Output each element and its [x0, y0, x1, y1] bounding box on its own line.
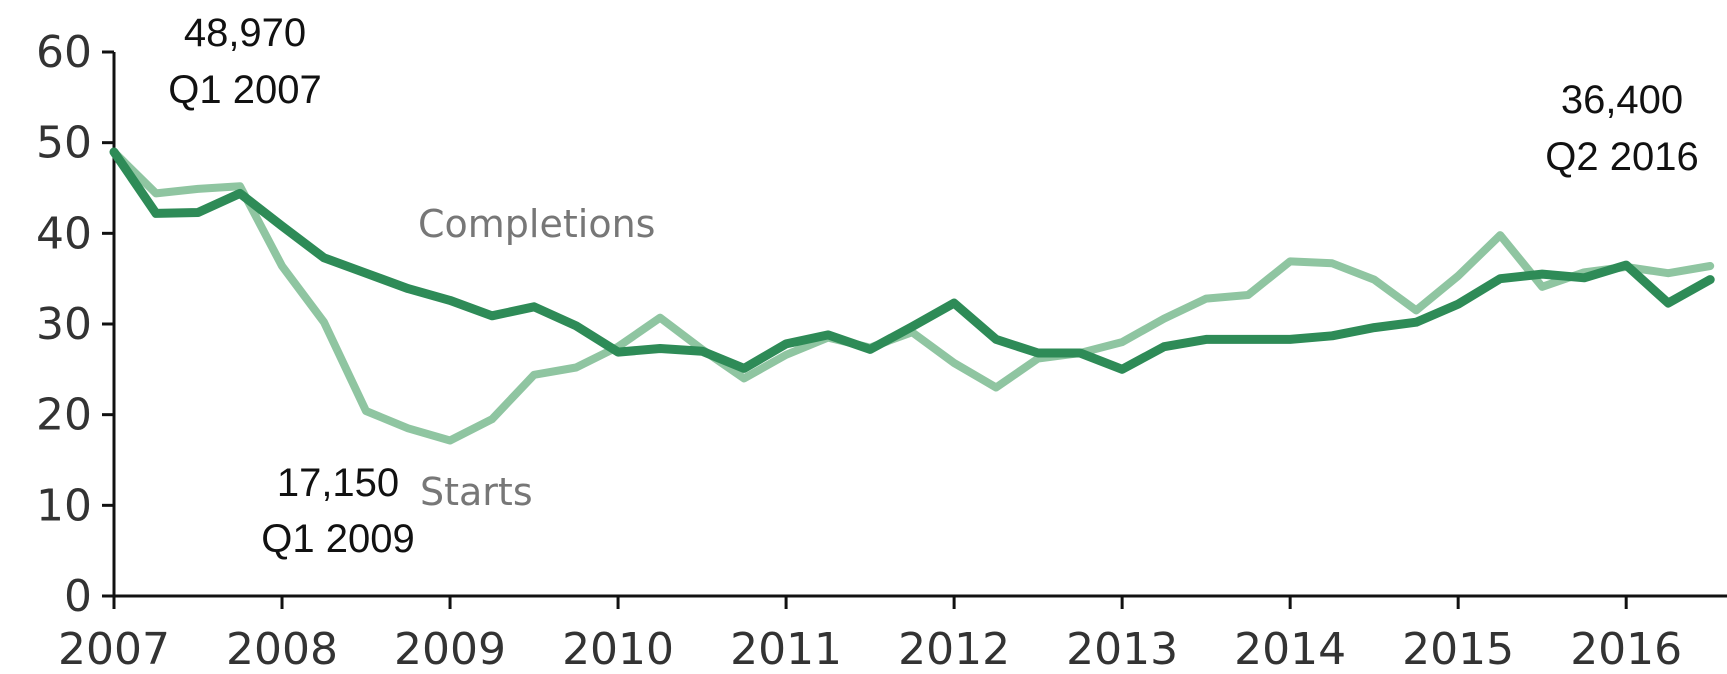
- y-tick-label: 10: [36, 480, 92, 531]
- annotation-q1-2009-period: Q1 2009: [261, 517, 414, 561]
- x-tick-label: 2012: [898, 624, 1010, 674]
- annotation-q2-2016-period: Q2 2016: [1545, 135, 1698, 179]
- annotation-q1-2009-value: 17,150: [277, 461, 399, 505]
- x-tick-label: 2009: [394, 624, 506, 674]
- x-tick-label: 2007: [58, 624, 170, 674]
- y-ticks: 0 10 20 30 40 50 60: [36, 27, 114, 622]
- y-tick-label: 0: [64, 571, 92, 622]
- x-tick-label: 2014: [1234, 624, 1346, 674]
- x-tick-label: 2015: [1402, 624, 1514, 674]
- annotation-q1-2007-period: Q1 2007: [168, 68, 321, 112]
- series-lines: [109, 147, 1715, 445]
- x-tick-label: 2016: [1570, 624, 1682, 674]
- series-line-completions: [109, 147, 1715, 374]
- y-tick-label: 40: [36, 208, 92, 259]
- x-tick-label: 2011: [730, 624, 842, 674]
- series-label-completions: Completions: [418, 202, 655, 246]
- annotation-q1-2007-value: 48,970: [184, 11, 306, 55]
- y-tick-label: 30: [36, 299, 92, 350]
- y-tick-label: 60: [36, 27, 92, 78]
- series-line-starts: [110, 148, 1715, 445]
- x-ticks: 2007 2008 2009 2010 2011 2012 2013 2014 2015 2016: [58, 596, 1682, 674]
- series-label-starts: Starts: [420, 470, 533, 514]
- annotation-q2-2016-value: 36,400: [1561, 78, 1683, 122]
- x-tick-label: 2008: [226, 624, 338, 674]
- y-tick-label: 20: [36, 390, 92, 441]
- x-tick-label: 2013: [1066, 624, 1178, 674]
- x-tick-label: 2010: [562, 624, 674, 674]
- y-tick-label: 50: [36, 118, 92, 169]
